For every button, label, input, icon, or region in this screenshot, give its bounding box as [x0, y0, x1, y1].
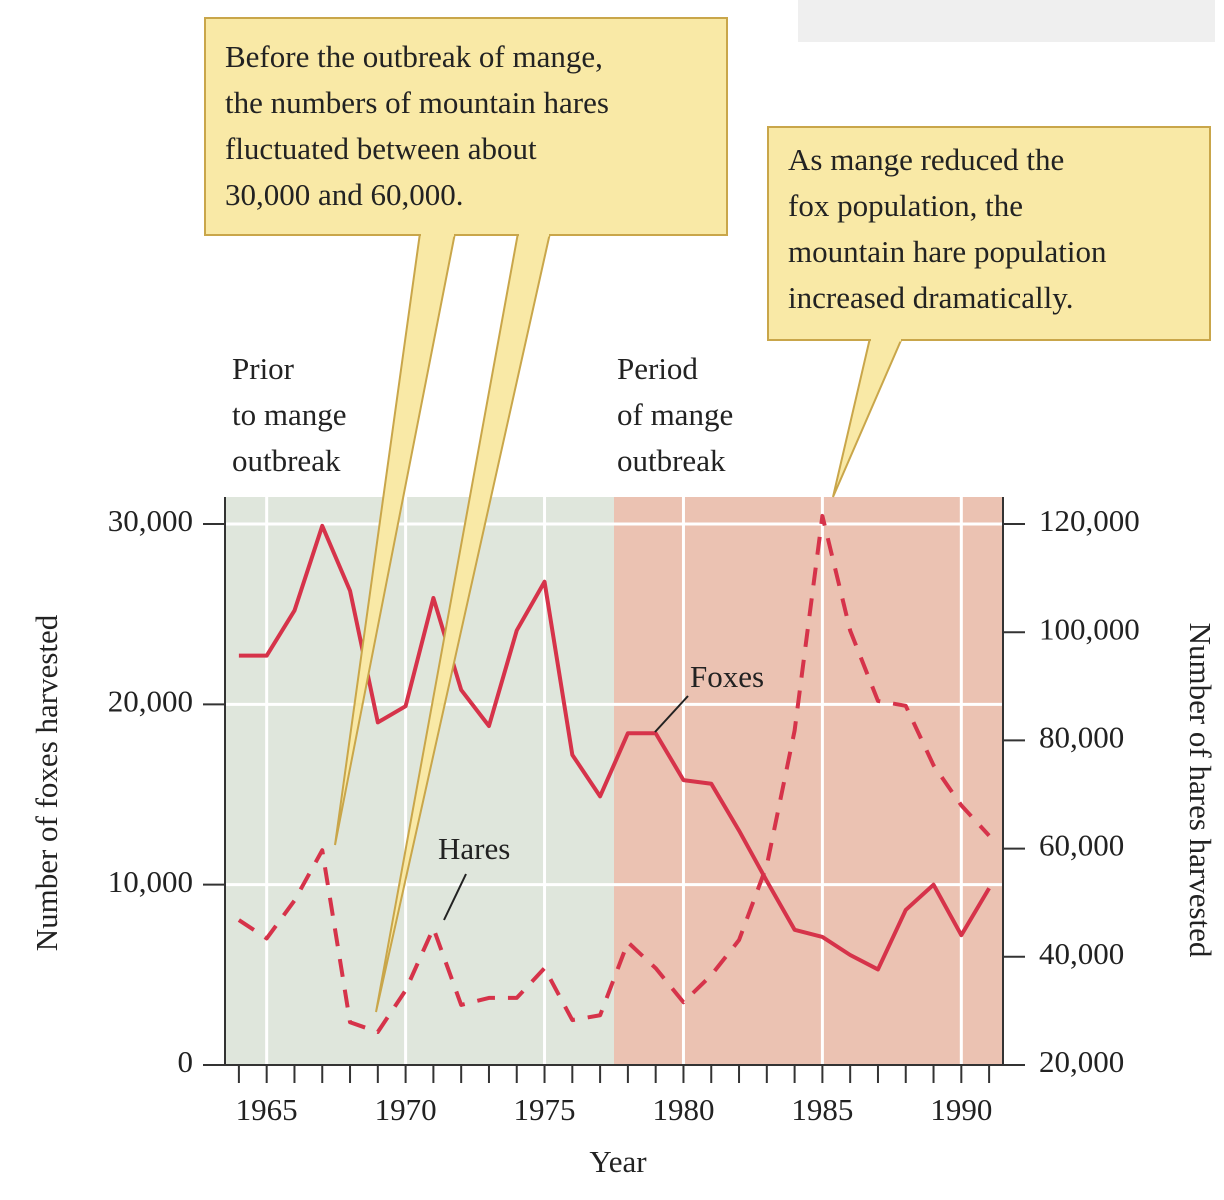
region-label: Period — [617, 351, 698, 386]
y-tick-label: 10,000 — [108, 864, 193, 899]
x-tick-label: 1980 — [652, 1092, 714, 1127]
x-tick-label: 1970 — [375, 1092, 437, 1127]
annotation-text: increased dramatically. — [788, 280, 1073, 315]
callout-box — [204, 17, 728, 236]
label-leader — [443, 873, 467, 921]
x-tick-label: 1965 — [236, 1092, 298, 1127]
region-label: Prior — [232, 351, 295, 386]
annotation-text: 30,000 and 60,000. — [225, 177, 464, 212]
label-leader — [654, 695, 689, 733]
region-label: to mange — [232, 397, 347, 432]
x-tick-label: 1990 — [930, 1092, 992, 1127]
annotation-text: the numbers of mountain hares — [225, 85, 609, 120]
annotation-text: fluctuated between about — [225, 131, 537, 166]
y2-tick-label: 100,000 — [1039, 611, 1140, 646]
series-line — [237, 513, 991, 1034]
x-tick-label: 1985 — [791, 1092, 853, 1127]
y2-axis-title: Number of hares harvested — [1183, 623, 1218, 958]
callout-box — [767, 126, 1211, 341]
y-tick-label: 0 — [178, 1044, 194, 1079]
y2-tick-label: 40,000 — [1039, 936, 1124, 971]
annotation-text: mountain hare population — [788, 234, 1107, 269]
region-label: outbreak — [617, 443, 726, 478]
callout-pointer — [832, 337, 904, 498]
x-axis-title: Year — [589, 1144, 647, 1179]
y2-tick-label: 20,000 — [1039, 1044, 1124, 1079]
y-axis-title: Number of foxes harvested — [29, 614, 64, 951]
y2-tick-label: 120,000 — [1039, 503, 1140, 538]
y2-tick-label: 60,000 — [1039, 828, 1124, 863]
y-tick-label: 30,000 — [108, 503, 193, 538]
y2-tick-label: 80,000 — [1039, 720, 1124, 755]
background-patch — [798, 0, 1215, 42]
region-label: of mange — [617, 397, 733, 432]
annotation-text: Before the outbreak of mange, — [225, 39, 603, 74]
annotation-text: As mange reduced the — [788, 142, 1064, 177]
annotation-text: fox population, the — [788, 188, 1023, 223]
series-label: Hares — [438, 831, 510, 866]
region-label: outbreak — [232, 443, 341, 478]
series-label: Foxes — [690, 659, 764, 694]
x-tick-label: 1975 — [514, 1092, 576, 1127]
y-tick-label: 20,000 — [108, 683, 193, 718]
region — [614, 497, 1003, 1065]
